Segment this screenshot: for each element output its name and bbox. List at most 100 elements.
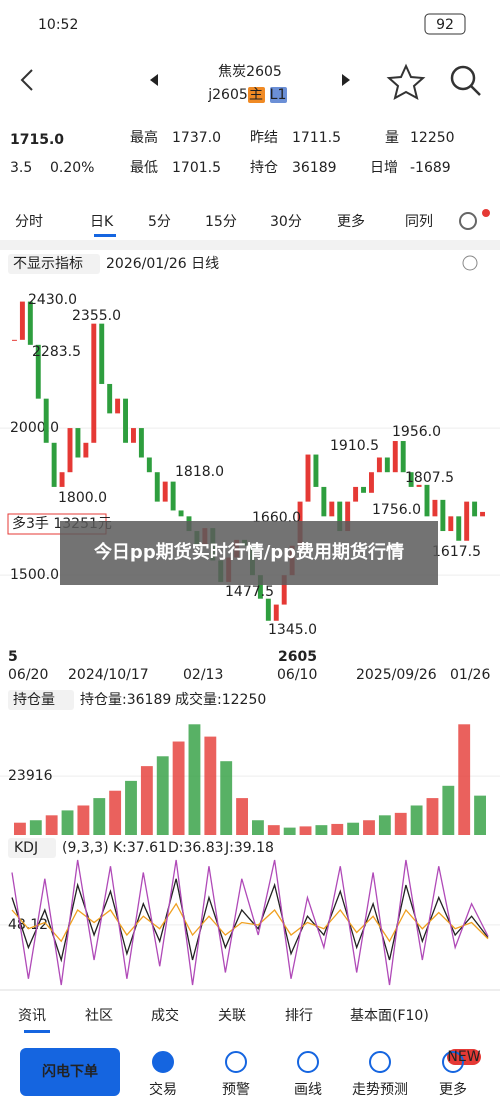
volume-bar (410, 805, 423, 835)
contract-tag: 2605 (278, 649, 317, 665)
toolbar-item[interactable]: 更多 (439, 1081, 467, 1098)
period-tab[interactable]: 日K (90, 214, 114, 230)
y-tick-label: 48.12 (8, 917, 48, 933)
quick-order[interactable]: 闪电下单 (42, 1063, 98, 1080)
price-label: 1910.5 (330, 438, 379, 454)
tab-underline (94, 234, 116, 237)
candle (123, 398, 128, 443)
field-value: -1689 (410, 160, 451, 176)
candle (12, 339, 17, 341)
settings-icon[interactable] (459, 212, 477, 230)
bottom-tab[interactable]: 排行 (285, 1008, 313, 1024)
quick-order-button[interactable] (20, 1048, 120, 1096)
candle (115, 398, 121, 414)
volume-bar (267, 825, 280, 835)
volume-bar (204, 736, 217, 835)
next-contract[interactable] (342, 74, 350, 86)
battery (424, 13, 466, 35)
volume-bar (61, 810, 74, 835)
period-tab[interactable]: 分时 (15, 214, 43, 230)
volume-bar (363, 820, 375, 835)
volume-bar (236, 798, 248, 835)
candle (408, 472, 414, 487)
favorite-icon[interactable] (386, 63, 426, 100)
candle (27, 301, 33, 345)
search-icon[interactable] (450, 65, 476, 91)
volume-bar (156, 756, 169, 835)
bottom-tab[interactable]: 资讯 (18, 1008, 46, 1024)
back-button[interactable] (20, 69, 33, 91)
contract-code: j2605 (207, 87, 248, 103)
toolbar-icon[interactable] (152, 1051, 174, 1073)
toolbar-item[interactable]: 交易 (149, 1081, 177, 1098)
candle (392, 441, 398, 473)
bottom-tab[interactable]: 社区 (85, 1008, 113, 1024)
toolbar-icon[interactable] (225, 1051, 247, 1073)
eye-icon[interactable] (462, 255, 478, 271)
selector-box[interactable] (8, 690, 74, 710)
candle (154, 472, 160, 502)
bottom-tab[interactable]: 基本面(F10) (350, 1007, 429, 1024)
volume-bar (458, 724, 471, 835)
kdj-box[interactable] (8, 838, 56, 858)
price-label: 1756.0 (372, 502, 421, 518)
period-tab[interactable]: 5分 (148, 214, 171, 230)
bottom-tab[interactable]: 成交 (151, 1007, 179, 1024)
volume: 成交量:12250 (175, 691, 266, 708)
period-tab[interactable]: 15分 (205, 214, 237, 230)
selector[interactable]: 持仓量 (13, 692, 55, 708)
field-label: 量 (385, 130, 399, 146)
kdj-j: J:39.18 (224, 840, 274, 856)
kdj-k: K:37.61 (113, 840, 167, 856)
new-badge-text: NEW (447, 1049, 480, 1065)
indicator-select[interactable]: 不显示指标 (13, 256, 83, 272)
kdj-line (11, 878, 489, 963)
badge (248, 87, 265, 103)
volume-bar (331, 823, 344, 835)
volume-bar (77, 805, 90, 835)
price-label: 1800.0 (58, 490, 107, 506)
volume-bar (45, 815, 58, 835)
candle (75, 428, 81, 458)
toolbar-icon[interactable] (369, 1051, 391, 1073)
field-value: 1737.0 (172, 130, 221, 146)
battery-level: 92 (436, 17, 454, 33)
search-icon[interactable] (470, 85, 481, 96)
candle (83, 442, 89, 458)
period-tab[interactable]: 更多 (337, 213, 365, 230)
candle (138, 428, 144, 458)
volume-bar (299, 826, 312, 835)
period-tab[interactable]: 同列 (405, 214, 433, 230)
candle (281, 575, 287, 605)
settings-dot (482, 209, 490, 217)
toolbar-icon[interactable] (297, 1051, 319, 1073)
x-tick-label: 06/10 (277, 667, 317, 683)
volume-bar (140, 766, 153, 835)
candle (170, 481, 176, 511)
volume-bar (347, 822, 360, 835)
kdj-line (11, 859, 489, 986)
price-label: 1477.5 (225, 584, 274, 600)
volume-bar (283, 827, 296, 835)
bottom-tab[interactable]: 关联 (218, 1008, 246, 1024)
toolbar-item[interactable]: 预警 (222, 1082, 250, 1098)
period-tab[interactable]: 30分 (270, 214, 302, 230)
volume-bar (14, 822, 26, 835)
field-label: 昨结 (250, 130, 278, 146)
candle (329, 501, 335, 517)
toolbar-item[interactable]: 走势预测 (352, 1082, 408, 1098)
field-label: 持仓 (250, 160, 278, 176)
candle (146, 457, 152, 473)
toolbar-item[interactable]: 画线 (294, 1082, 322, 1098)
candle (353, 486, 359, 502)
volume-bar (442, 785, 455, 835)
kdj-name[interactable]: KDJ (14, 840, 38, 856)
prev-contract[interactable] (150, 74, 158, 86)
tab-underline (24, 1030, 50, 1033)
toolbar-icon[interactable] (442, 1051, 464, 1073)
indicator-box[interactable] (8, 254, 100, 274)
chart-date: 2026/01/26 日线 (106, 256, 219, 272)
candle (400, 441, 406, 473)
status-time: 10:52 (38, 17, 78, 33)
